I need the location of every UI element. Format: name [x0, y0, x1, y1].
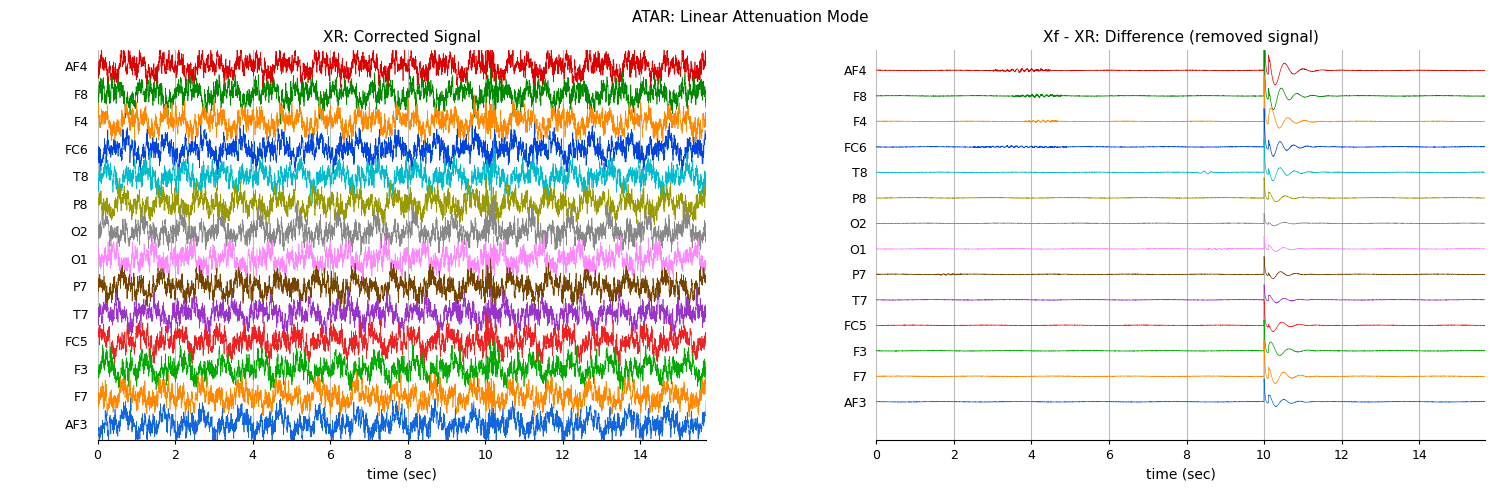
Text: ATAR: Linear Attenuation Mode: ATAR: Linear Attenuation Mode — [632, 10, 868, 25]
Title: XR: Corrected Signal: XR: Corrected Signal — [322, 30, 480, 44]
X-axis label: time (sec): time (sec) — [1146, 468, 1215, 481]
Title: Xf - XR: Difference (removed signal): Xf - XR: Difference (removed signal) — [1042, 30, 1318, 44]
X-axis label: time (sec): time (sec) — [368, 468, 436, 481]
